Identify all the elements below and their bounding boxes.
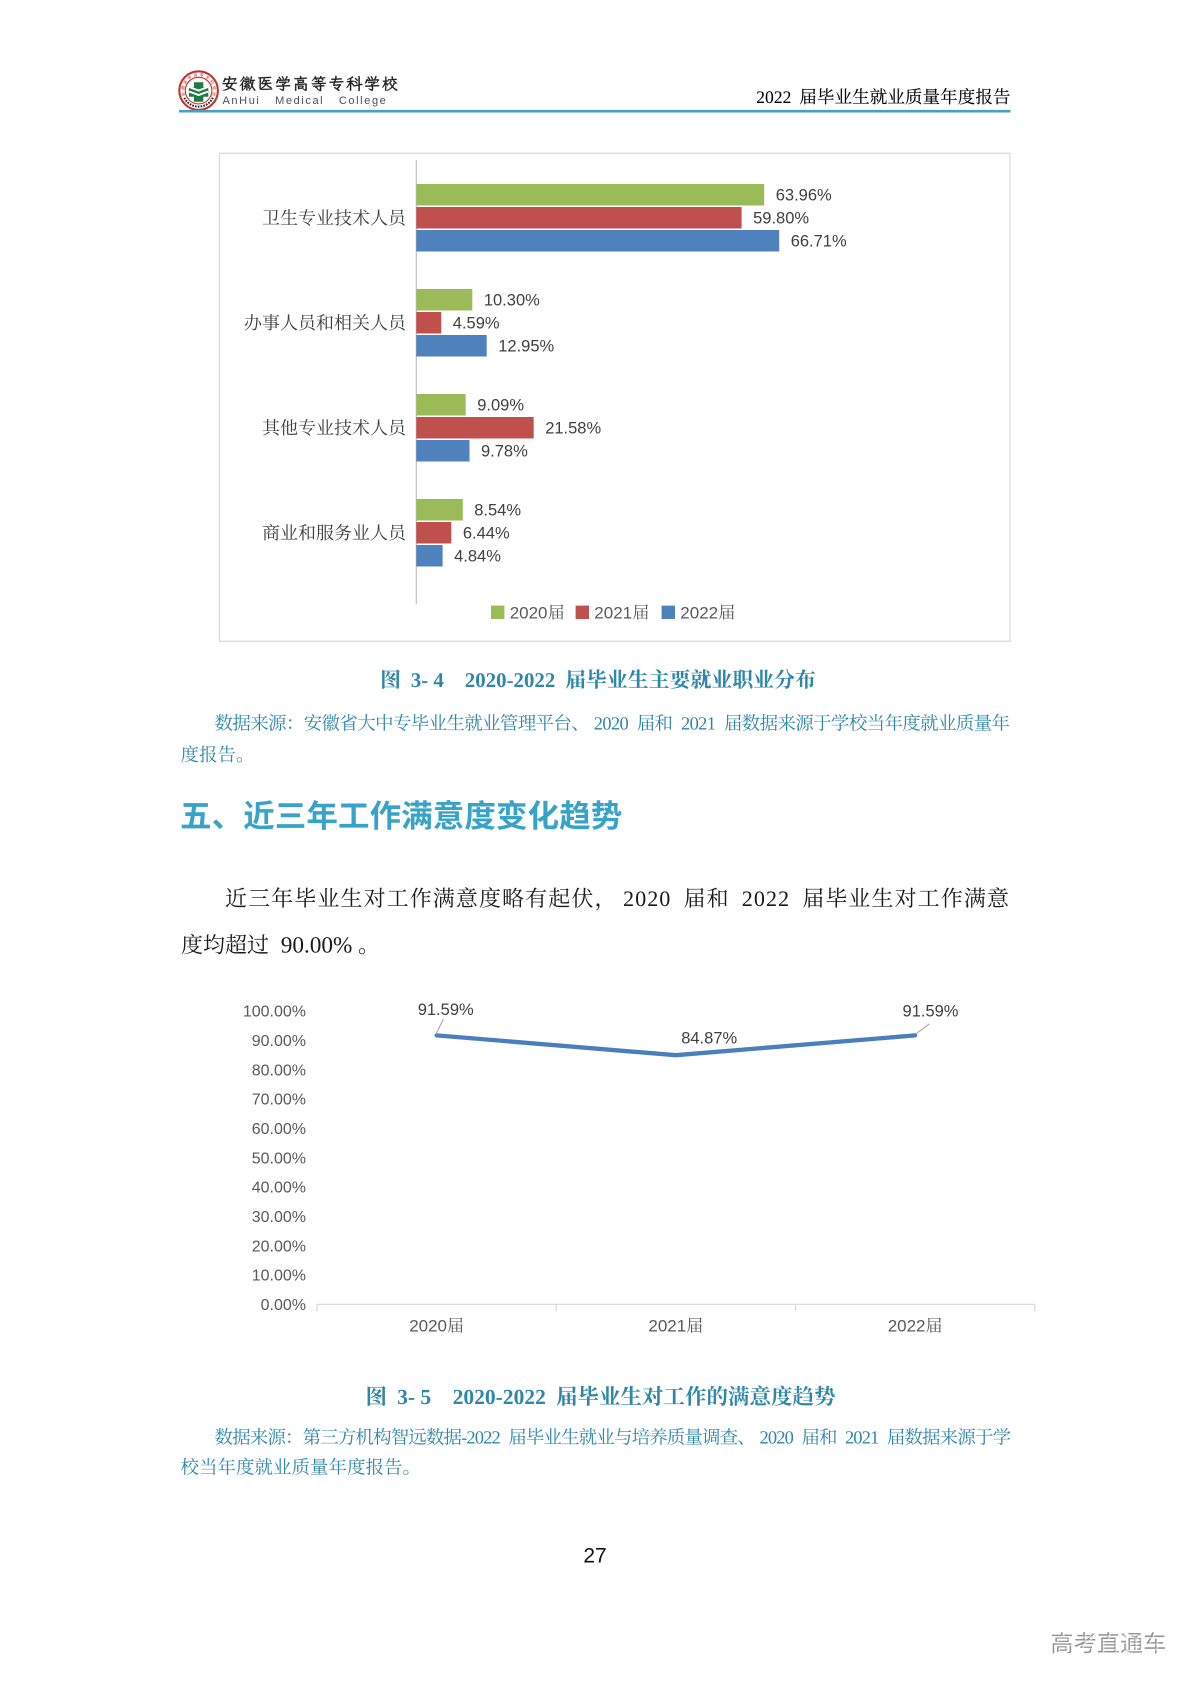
svg-text:80.00%: 80.00% xyxy=(252,1062,306,1079)
svg-text:21.58%: 21.58% xyxy=(545,420,601,438)
svg-text:AnHui Medical College: AnHui Medical College xyxy=(223,95,388,107)
svg-text:4.59%: 4.59% xyxy=(453,315,500,333)
svg-text:91.59%: 91.59% xyxy=(903,1002,959,1020)
svg-text:100.00%: 100.00% xyxy=(243,1004,306,1021)
svg-text:27: 27 xyxy=(583,1545,606,1568)
svg-text:2020: 2020 xyxy=(409,1317,447,1336)
svg-text:66.71%: 66.71% xyxy=(791,233,847,251)
svg-text:70.00%: 70.00% xyxy=(252,1092,306,1109)
svg-text:2022: 2022 xyxy=(680,603,718,622)
svg-text:2022: 2022 xyxy=(888,1317,926,1336)
svg-text:4.84%: 4.84% xyxy=(454,548,501,566)
svg-text:12.95%: 12.95% xyxy=(498,338,554,356)
svg-text:60.00%: 60.00% xyxy=(252,1121,306,1138)
svg-text:63.96%: 63.96% xyxy=(776,187,832,205)
svg-text:20.00%: 20.00% xyxy=(252,1238,306,1255)
svg-text:59.80%: 59.80% xyxy=(753,210,809,228)
svg-text:30.00%: 30.00% xyxy=(252,1209,306,1226)
svg-text:9.78%: 9.78% xyxy=(481,443,528,461)
svg-text:91.59%: 91.59% xyxy=(418,1001,474,1019)
svg-text:10.30%: 10.30% xyxy=(484,292,540,310)
svg-text:2021: 2021 xyxy=(648,1317,686,1336)
svg-text:9.09%: 9.09% xyxy=(477,397,524,415)
svg-text:2020: 2020 xyxy=(510,603,548,622)
svg-text:6.44%: 6.44% xyxy=(463,525,510,543)
svg-text:50.00%: 50.00% xyxy=(252,1150,306,1167)
svg-text:10.00%: 10.00% xyxy=(252,1268,306,1285)
svg-text:40.00%: 40.00% xyxy=(252,1180,306,1197)
svg-text:8.54%: 8.54% xyxy=(474,502,521,520)
svg-text:0.00%: 0.00% xyxy=(261,1297,306,1314)
svg-text:90.00%: 90.00% xyxy=(252,1033,306,1050)
svg-text:84.87%: 84.87% xyxy=(681,1030,737,1048)
svg-text:2021: 2021 xyxy=(594,603,632,622)
